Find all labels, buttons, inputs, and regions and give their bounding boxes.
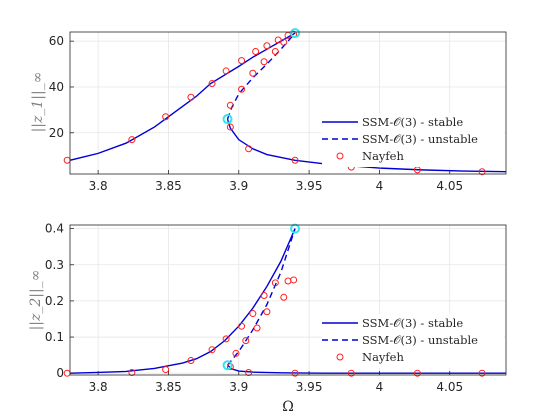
x-tick-label: 3.85 xyxy=(155,179,182,193)
nayfeh-marker xyxy=(271,47,279,55)
x-tick-label: 4.05 xyxy=(436,380,463,394)
nayfeh-marker xyxy=(208,346,216,354)
y-axis-label-top: ||z_1||_∞ xyxy=(30,72,46,133)
y-tick-label: 0.4 xyxy=(45,222,64,236)
nayfeh-marker xyxy=(290,276,298,284)
nayfeh-marker xyxy=(128,136,136,144)
nayfeh-marker xyxy=(280,38,288,46)
stable-branch-line xyxy=(227,364,506,374)
nayfeh-marker xyxy=(187,93,195,101)
nayfeh-marker xyxy=(249,310,257,318)
nayfeh-marker xyxy=(260,291,268,299)
legend-label: SSM-𝒪(3) - unstable xyxy=(362,132,478,146)
nayfeh-marker xyxy=(162,113,170,121)
nayfeh-marker xyxy=(187,357,195,365)
legend-label: Nayfeh xyxy=(362,149,404,163)
bottom-panel: 3.8 3.85 3.9 3.95 4 4.05 0 0.1 0.2 0.3 0.4 ||z_2||… xyxy=(28,222,507,415)
x-tick-label: 4 xyxy=(376,380,384,394)
nayfeh-marker xyxy=(280,293,288,301)
unstable-branch-line xyxy=(226,228,296,366)
bifurcation-point xyxy=(290,28,301,39)
legend-label: Nayfeh xyxy=(362,350,404,364)
legend-bottom: SSM-𝒪(3) - stable SSM-𝒪(3) - unstable Nayf… xyxy=(322,314,504,368)
nayfeh-marker xyxy=(222,335,230,343)
nayfeh-marker xyxy=(226,101,234,109)
y-axis-label-bottom: ||z_2||_∞ xyxy=(28,270,44,331)
nayfeh-marker xyxy=(208,80,216,88)
nayfeh-marker xyxy=(238,57,246,65)
x-tick-label: 3.9 xyxy=(229,179,248,193)
x-axis-label: Ω xyxy=(282,399,294,415)
nayfeh-marker xyxy=(245,145,253,153)
x-tick-label: 3.95 xyxy=(296,380,323,394)
nayfeh-marker xyxy=(291,369,299,377)
bifurcation-point xyxy=(222,360,233,371)
nayfeh-marker xyxy=(478,369,486,377)
legend-top: SSM-𝒪(3) - stable SSM-𝒪(3) - unstable Nayf… xyxy=(322,113,504,167)
y-tick-label: 20 xyxy=(49,126,64,140)
nayfeh-marker xyxy=(291,156,299,164)
nayfeh-marker xyxy=(232,349,240,357)
nayfeh-marker xyxy=(238,85,246,93)
top-panel: 3.8 3.85 3.9 3.95 4 4.05 20 40 60 ||z_1||_∞ SSM-… xyxy=(30,28,507,193)
x-tick-label: 4 xyxy=(376,179,384,193)
x-tick-label: 4.05 xyxy=(436,179,463,193)
nayfeh-marker xyxy=(271,279,279,287)
nayfeh-marker xyxy=(162,366,170,374)
legend-marker-nayfeh xyxy=(336,353,344,361)
nayfeh-marker xyxy=(413,369,421,377)
axes-box-bottom xyxy=(69,224,507,376)
axes-box-top xyxy=(69,31,507,175)
nayfeh-marker xyxy=(478,168,486,176)
stable-branch-line xyxy=(70,228,296,374)
nayfeh-marker xyxy=(253,324,261,332)
nayfeh-marker xyxy=(252,47,260,55)
x-tick-label: 3.8 xyxy=(89,179,108,193)
nayfeh-marker xyxy=(245,368,253,376)
nayfeh-marker xyxy=(128,368,136,376)
nayfeh-marker xyxy=(242,337,250,345)
nayfeh-marker xyxy=(347,369,355,377)
x-tick-label: 3.9 xyxy=(229,380,248,394)
stable-branch-line xyxy=(226,118,506,173)
nayfeh-marker xyxy=(249,69,257,77)
x-tick-label: 3.85 xyxy=(155,380,182,394)
nayfeh-marker xyxy=(226,123,234,131)
nayfeh-marker xyxy=(222,67,230,75)
y-tick-label: 60 xyxy=(49,34,64,48)
nayfeh-marker xyxy=(263,308,271,316)
y-tick-label: 0.3 xyxy=(45,258,64,272)
nayfeh-marker xyxy=(238,322,246,330)
nayfeh-marker xyxy=(260,58,268,66)
y-tick-label: 0 xyxy=(56,366,64,380)
nayfeh-marker xyxy=(63,369,71,377)
y-tick-label: 0.2 xyxy=(45,294,64,308)
legend-marker-nayfeh xyxy=(336,152,344,160)
x-tick-label: 3.95 xyxy=(296,179,323,193)
y-tick-label: 40 xyxy=(49,80,64,94)
nayfeh-marker xyxy=(63,156,71,164)
x-tick-label: 3.8 xyxy=(89,380,108,394)
nayfeh-marker xyxy=(263,42,271,50)
legend-label: SSM-𝒪(3) - stable xyxy=(362,115,463,129)
legend-label: SSM-𝒪(3) - stable xyxy=(362,316,463,330)
legend-label: SSM-𝒪(3) - unstable xyxy=(362,333,478,347)
bifurcation-point xyxy=(222,114,233,125)
y-tick-label: 0.1 xyxy=(45,330,64,344)
